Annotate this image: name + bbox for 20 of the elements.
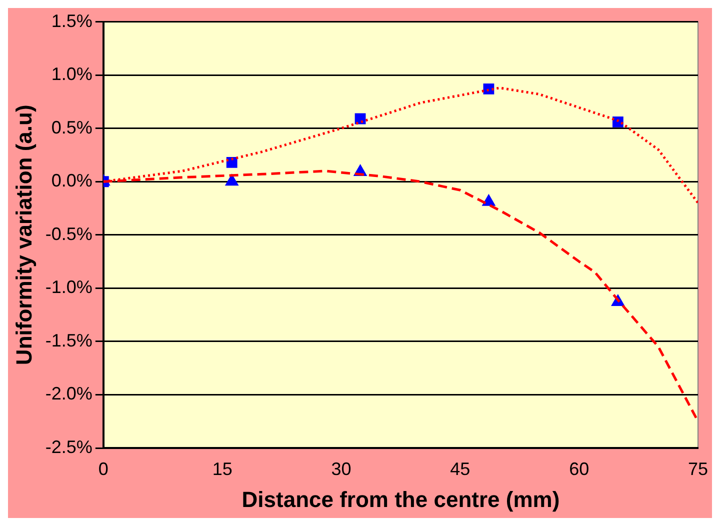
y-tick-label: 1.0% bbox=[51, 64, 92, 84]
y-tick-label: -0.5% bbox=[45, 224, 92, 244]
x-tick-label: 30 bbox=[331, 458, 352, 479]
y-tick-label: 1.5% bbox=[51, 10, 92, 31]
x-tick-label: 0 bbox=[98, 458, 108, 479]
y-tick-label: 0.5% bbox=[51, 117, 92, 138]
point bbox=[225, 174, 238, 186]
x-tick-label: 45 bbox=[450, 458, 470, 479]
y-tick-label: -2.5% bbox=[45, 436, 92, 457]
x-tick-label: 60 bbox=[569, 458, 590, 479]
x-tick-label: 75 bbox=[688, 458, 708, 479]
y-tick-label: -2.0% bbox=[45, 384, 92, 404]
x-tick-label: 15 bbox=[212, 458, 232, 479]
point bbox=[226, 156, 238, 168]
y-axis-title: Uniformity variation (a.u) bbox=[11, 104, 36, 366]
x-axis-title: Distance from the centre (mm) bbox=[242, 486, 560, 512]
y-tick-label: -1.0% bbox=[45, 277, 92, 298]
y-tick-label: 0.0% bbox=[51, 170, 92, 191]
point bbox=[482, 194, 496, 206]
y-tick-label: -1.5% bbox=[45, 330, 92, 350]
